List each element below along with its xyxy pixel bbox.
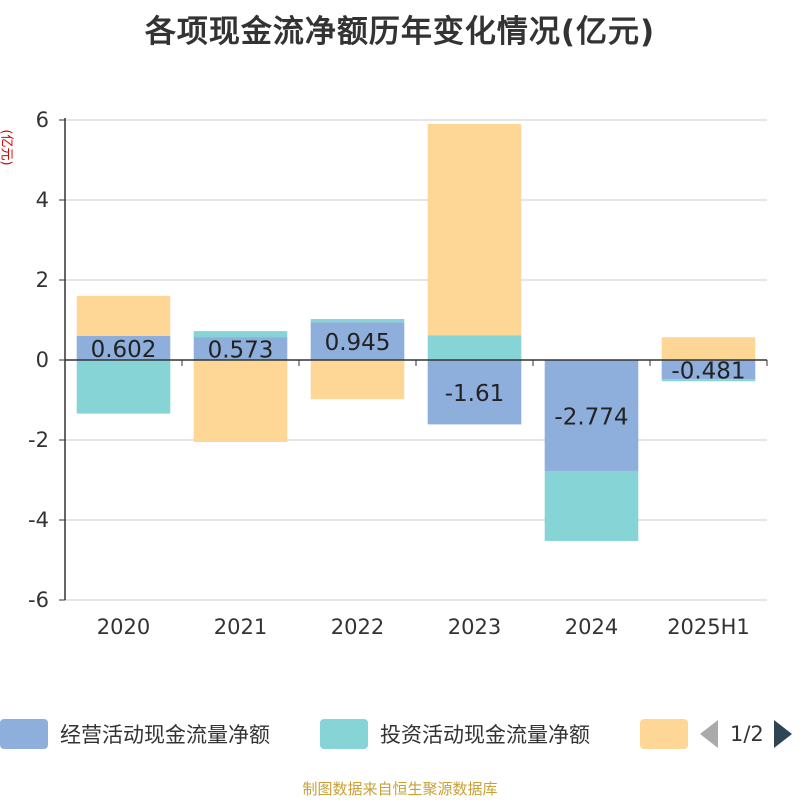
bar-s1-2023 bbox=[427, 335, 522, 360]
legend-swatch-operating bbox=[0, 719, 48, 749]
y-tick-label: 4 bbox=[36, 188, 49, 212]
bar-s1-2021 bbox=[193, 331, 288, 338]
bar-s2-2020 bbox=[76, 295, 171, 336]
y-tick-label: 0 bbox=[36, 348, 49, 372]
bar-s1-2020 bbox=[76, 360, 171, 414]
x-tick-label: 2023 bbox=[448, 615, 501, 639]
x-tick-label: 2021 bbox=[214, 615, 267, 639]
bar-s0-2023 bbox=[427, 360, 522, 425]
legend-swatch-third bbox=[640, 719, 688, 749]
data-label: 0.945 bbox=[325, 330, 391, 356]
bar-s2-2023 bbox=[427, 124, 522, 336]
bar-s2-2021 bbox=[193, 360, 288, 442]
y-tick-label: -2 bbox=[28, 428, 49, 452]
legend-pager: 1/2 bbox=[700, 716, 800, 752]
bar-s1-2024 bbox=[544, 470, 639, 541]
bar-s0-2025H1 bbox=[661, 360, 756, 380]
legend-swatch-investing bbox=[320, 719, 368, 749]
chart-title: 各项现金流净额历年变化情况(亿元) bbox=[144, 14, 656, 50]
legend-item-third[interactable] bbox=[640, 716, 700, 752]
data-label: -2.774 bbox=[554, 404, 628, 430]
bar-s0-2020 bbox=[76, 335, 171, 360]
y-tick-label: 6 bbox=[36, 108, 49, 132]
legend: 经营活动现金流量净额 投资活动现金流量净额 1/2 bbox=[0, 716, 800, 752]
bar-s2-2025H1 bbox=[661, 337, 756, 360]
data-label: 0.602 bbox=[91, 337, 157, 363]
bar-s1-2025H1 bbox=[661, 379, 756, 382]
y-tick-label: 2 bbox=[36, 268, 49, 292]
y-tick-label: -4 bbox=[28, 508, 49, 532]
chart-area: -6 -4 -2 0 2 4 6 0.602 0.573 0.945 -1.61 -2.774 -0.4… bbox=[28, 108, 768, 639]
x-tick-label: 2020 bbox=[97, 615, 150, 639]
legend-page-indicator: 1/2 bbox=[730, 722, 764, 746]
data-label: -0.481 bbox=[671, 359, 745, 385]
data-label: -1.61 bbox=[445, 381, 505, 407]
x-tick-label: 2022 bbox=[331, 615, 384, 639]
y-tick-label: -6 bbox=[28, 588, 49, 612]
x-tick-label: 2024 bbox=[565, 615, 618, 639]
data-label: 0.573 bbox=[208, 338, 274, 364]
bar-s1-2022 bbox=[310, 319, 405, 323]
bar-s2-2022 bbox=[310, 360, 405, 400]
legend-next-icon[interactable] bbox=[773, 720, 792, 748]
data-source-note: 制图数据来自恒生聚源数据库 bbox=[302, 780, 498, 798]
bar-s0-2024 bbox=[544, 360, 639, 471]
legend-label-operating: 经营活动现金流量净额 bbox=[60, 723, 270, 747]
bar-s0-2022 bbox=[310, 322, 405, 360]
bar-s0-2021 bbox=[193, 337, 288, 360]
legend-label-investing: 投资活动现金流量净额 bbox=[380, 723, 590, 747]
legend-item-operating[interactable]: 经营活动现金流量净额 bbox=[0, 716, 270, 752]
x-tick-label: 2025H1 bbox=[667, 615, 750, 639]
legend-prev-icon[interactable] bbox=[700, 720, 718, 748]
legend-item-investing[interactable]: 投资活动现金流量净额 bbox=[320, 716, 590, 752]
